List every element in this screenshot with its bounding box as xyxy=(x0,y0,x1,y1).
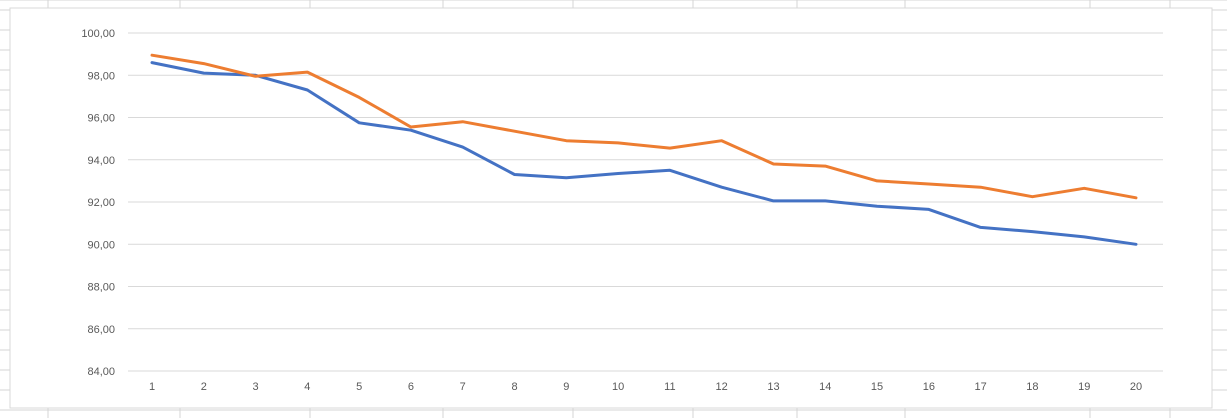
x-tick-label: 11 xyxy=(664,381,675,393)
x-tick-label: 2 xyxy=(201,381,207,393)
x-tick-label: 10 xyxy=(612,381,624,393)
series-line-blue[interactable] xyxy=(150,61,1138,246)
y-tick-label: 94,00 xyxy=(87,155,115,167)
x-tick-label: 4 xyxy=(304,381,310,393)
y-tick-label: 88,00 xyxy=(87,282,115,294)
x-tick-label: 18 xyxy=(1026,381,1038,393)
x-tick-label: 5 xyxy=(356,381,362,393)
x-tick-label: 1 xyxy=(149,381,155,393)
x-tick-label: 16 xyxy=(923,381,935,393)
y-tick-label: 84,00 xyxy=(87,366,115,378)
x-axis-labels: 1 2 3 4 5 6 7 8 9 10 11 12 13 14 15 16 17 18 19 20 xyxy=(149,381,1142,393)
y-tick-label: 98,00 xyxy=(87,70,115,82)
x-tick-label: 8 xyxy=(511,381,517,393)
x-tick-label: 19 xyxy=(1078,381,1090,393)
x-tick-label: 12 xyxy=(716,381,728,393)
y-gridlines xyxy=(128,32,1163,372)
x-tick-label: 15 xyxy=(871,381,883,393)
x-tick-label: 3 xyxy=(253,381,259,393)
x-tick-label: 14 xyxy=(819,381,831,393)
series-line-orange[interactable] xyxy=(150,53,1138,200)
y-tick-label: 86,00 xyxy=(87,324,115,336)
y-tick-label: 92,00 xyxy=(87,197,115,209)
x-tick-label: 7 xyxy=(460,381,466,393)
x-tick-label: 13 xyxy=(767,381,779,393)
x-tick-label: 9 xyxy=(563,381,569,393)
x-tick-label: 6 xyxy=(408,381,414,393)
chart-area[interactable] xyxy=(9,7,1213,409)
series-layer xyxy=(150,53,1138,246)
x-tick-label: 20 xyxy=(1130,381,1142,393)
y-tick-label: 90,00 xyxy=(87,239,115,251)
y-axis-labels: 84,00 86,00 88,00 90,00 92,00 94,00 96,00 98,00… xyxy=(81,28,115,378)
y-tick-label: 100,00 xyxy=(81,28,115,40)
x-tick-label: 17 xyxy=(975,381,987,393)
y-tick-label: 96,00 xyxy=(87,113,115,125)
